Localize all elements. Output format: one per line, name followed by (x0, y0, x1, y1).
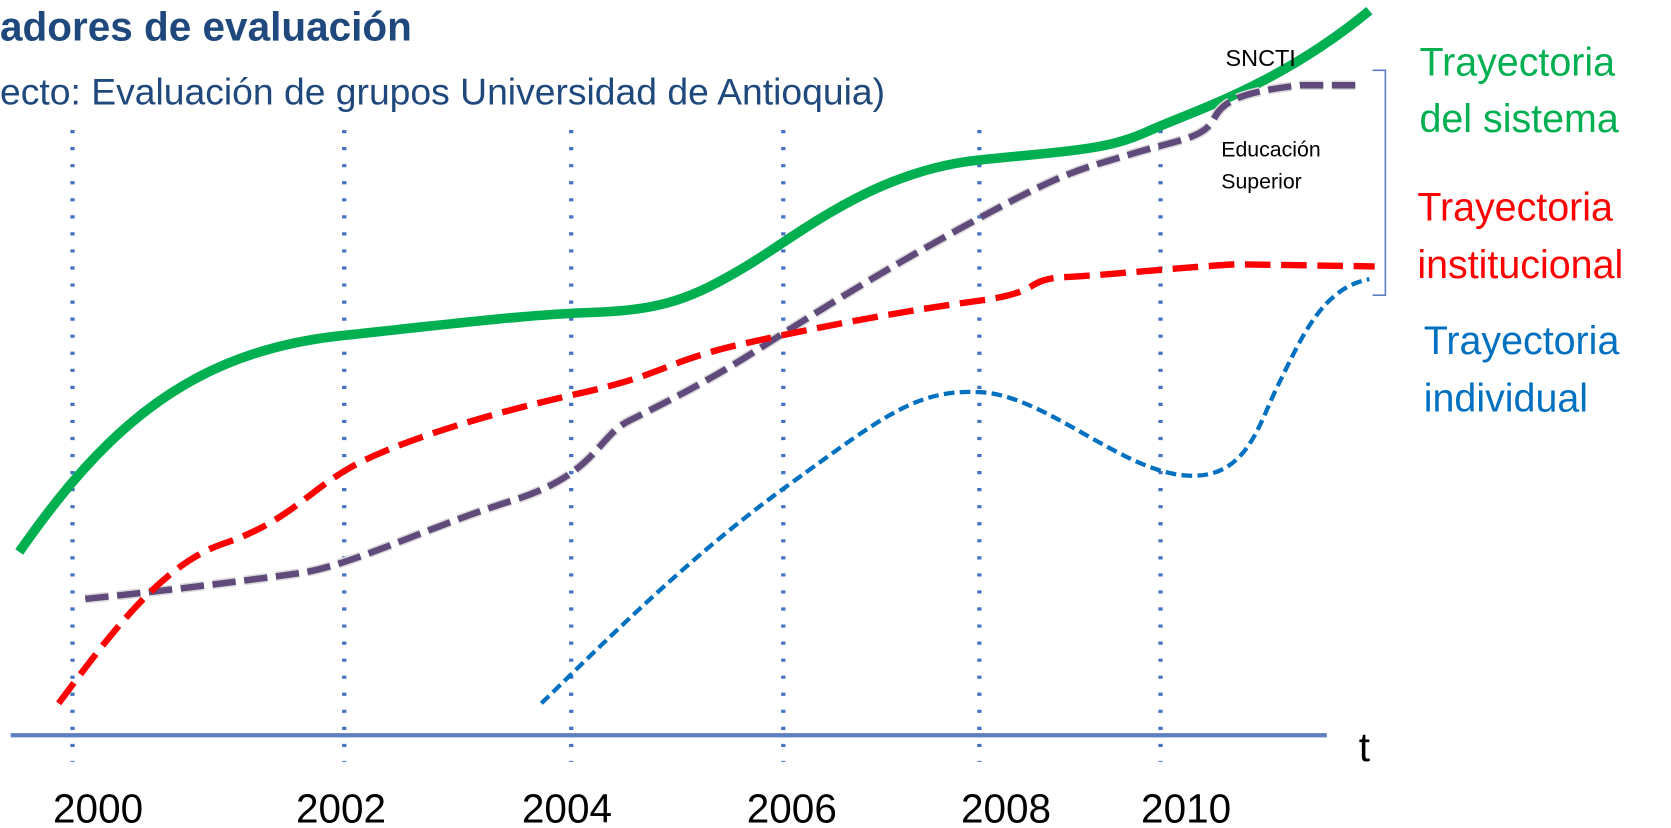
institutional-curve (56, 261, 1375, 706)
year-label: 2008 (961, 786, 1051, 828)
year-label: 2000 (53, 786, 143, 828)
sncti-label: SNCTI (1226, 45, 1296, 71)
legend-text: Trayectoria (1417, 186, 1613, 230)
year-label: 2004 (522, 786, 612, 828)
individual-curve (539, 277, 1370, 705)
legend-text: individual (1424, 376, 1588, 420)
legend-text: institucional (1417, 243, 1623, 287)
legend-text: del sistema (1419, 97, 1618, 141)
legend-text: Trayectoria (1419, 41, 1615, 85)
higher-education-label: Superior (1221, 170, 1302, 194)
title: adores de evaluación (0, 3, 412, 49)
year-guides (70, 130, 1163, 762)
legend-text: Trayectoria (1424, 319, 1620, 363)
year-label: 2006 (747, 786, 837, 828)
year-label: 2010 (1141, 786, 1231, 828)
bracket (1372, 69, 1387, 296)
axis-label: t (1359, 724, 1370, 770)
higher-education-curve-edge (84, 80, 1359, 604)
year-labels: 2000 2002 2004 2006 2008 2010 (53, 786, 1231, 828)
subtitle: ecto: Evaluación de grupos Universidad d… (0, 70, 885, 112)
higher-education-curve (84, 82, 1359, 603)
higher-education-label: Educación (1221, 138, 1320, 162)
year-label: 2002 (296, 786, 386, 828)
system-curve (15, 6, 1373, 555)
